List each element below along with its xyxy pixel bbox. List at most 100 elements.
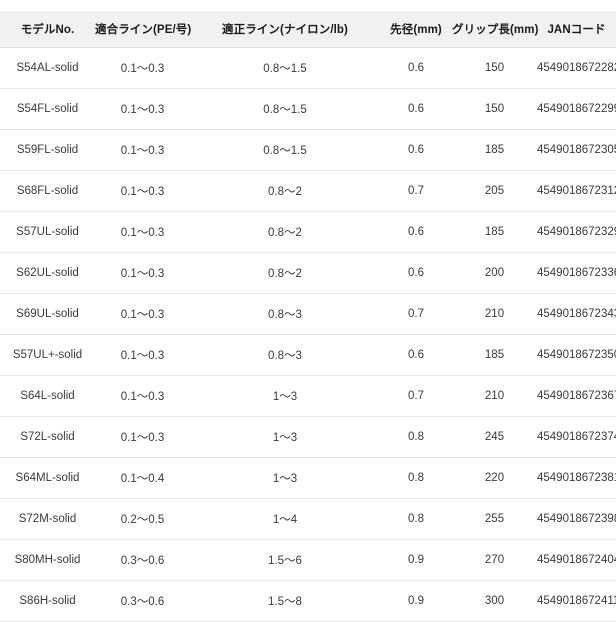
cell-model: S62UL-solid <box>0 252 95 294</box>
cell-pe_line: 0.1〜0.4 <box>95 457 190 499</box>
cell-nylon_line: 0.8〜2 <box>190 252 380 294</box>
cell-tip_diameter: 0.6 <box>380 129 452 171</box>
cell-nylon_line: 1.5〜6 <box>190 539 380 581</box>
cell-pe_line: 0.1〜0.3 <box>95 88 190 130</box>
cell-pe_line: 0.1〜0.3 <box>95 334 190 376</box>
cell-grip_length: 185 <box>452 211 537 253</box>
column-header-pe_line: 適合ライン(PE/号) <box>95 11 191 48</box>
cell-model: S64L-solid <box>0 375 95 417</box>
cell-nylon_line: 1.5〜8 <box>190 580 380 622</box>
table-body: S54AL-solid 0.1〜0.3 0.8〜1.5 0.6 150 454901867… <box>0 47 616 622</box>
cell-model: S59FL-solid <box>0 129 95 171</box>
table-header-row: モデルNo. 適合ライン(PE/号) 適正ライン(ナイロン/lb) 先径(mm) グリッ… <box>0 11 616 48</box>
cell-jan_code: 4549018672312 <box>537 170 616 212</box>
cell-jan_code: 4549018672305 <box>537 129 616 171</box>
cell-grip_length: 150 <box>452 88 537 130</box>
cell-grip_length: 205 <box>452 170 537 212</box>
cell-nylon_line: 0.8〜1.5 <box>190 88 380 130</box>
cell-tip_diameter: 0.6 <box>380 211 452 253</box>
product-spec-table: モデルNo. 適合ライン(PE/号) 適正ライン(ナイロン/lb) 先径(mm) グリッ… <box>0 11 616 622</box>
cell-pe_line: 0.1〜0.3 <box>95 170 190 212</box>
cell-grip_length: 220 <box>452 457 537 499</box>
column-header-tip_diameter: 先径(mm) <box>380 11 452 48</box>
cell-jan_code: 4549018672299 <box>537 88 616 130</box>
table-row: S57UL-solid 0.1〜0.3 0.8〜2 0.6 185 45490186723… <box>0 211 616 253</box>
cell-grip_length: 270 <box>452 539 537 581</box>
cell-model: S68FL-solid <box>0 170 95 212</box>
cell-model: S72L-solid <box>0 416 95 458</box>
cell-nylon_line: 1〜3 <box>190 416 380 458</box>
cell-tip_diameter: 0.7 <box>380 293 452 335</box>
table-row: S59FL-solid 0.1〜0.3 0.8〜1.5 0.6 185 454901867… <box>0 129 616 171</box>
cell-grip_length: 245 <box>452 416 537 458</box>
cell-grip_length: 185 <box>452 334 537 376</box>
cell-model: S86H-solid <box>0 580 95 622</box>
cell-pe_line: 0.1〜0.3 <box>95 252 190 294</box>
cell-jan_code: 4549018672336 <box>537 252 616 294</box>
column-header-jan_code: JANコード <box>537 11 616 48</box>
cell-jan_code: 4549018672343 <box>537 293 616 335</box>
cell-nylon_line: 1〜3 <box>190 457 380 499</box>
cell-pe_line: 0.2〜0.5 <box>95 498 190 540</box>
cell-model: S72M-solid <box>0 498 95 540</box>
cell-jan_code: 4549018672381 <box>537 457 616 499</box>
table-row: S57UL+-solid 0.1〜0.3 0.8〜3 0.6 185 4549018672… <box>0 334 616 376</box>
table-row: S69UL-solid 0.1〜0.3 0.8〜3 0.7 210 45490186723… <box>0 293 616 335</box>
table-row: S54FL-solid 0.1〜0.3 0.8〜1.5 0.6 150 454901867… <box>0 88 616 130</box>
table-row: S80MH-solid 0.3〜0.6 1.5〜6 0.9 270 45490186724… <box>0 539 616 581</box>
column-header-nylon_line: 適正ライン(ナイロン/lb) <box>190 11 380 48</box>
cell-tip_diameter: 0.7 <box>380 375 452 417</box>
cell-nylon_line: 0.8〜2 <box>190 211 380 253</box>
cell-model: S69UL-solid <box>0 293 95 335</box>
cell-model: S80MH-solid <box>0 539 95 581</box>
cell-jan_code: 4549018672282 <box>537 47 616 89</box>
table-row: S72L-solid 0.1〜0.3 1〜3 0.8 245 4549018672374 <box>0 416 616 458</box>
cell-tip_diameter: 0.7 <box>380 170 452 212</box>
cell-jan_code: 4549018672411 <box>537 580 616 622</box>
cell-pe_line: 0.3〜0.6 <box>95 539 190 581</box>
cell-jan_code: 4549018672404 <box>537 539 616 581</box>
table-row: S64ML-solid 0.1〜0.4 1〜3 0.8 220 4549018672381 <box>0 457 616 499</box>
cell-nylon_line: 0.8〜3 <box>190 334 380 376</box>
table-row: S68FL-solid 0.1〜0.3 0.8〜2 0.7 205 45490186723… <box>0 170 616 212</box>
cell-jan_code: 4549018672398 <box>537 498 616 540</box>
cell-tip_diameter: 0.8 <box>380 416 452 458</box>
cell-jan_code: 4549018672374 <box>537 416 616 458</box>
cell-pe_line: 0.1〜0.3 <box>95 416 190 458</box>
cell-grip_length: 185 <box>452 129 537 171</box>
cell-pe_line: 0.3〜0.6 <box>95 580 190 622</box>
cell-jan_code: 4549018672367 <box>537 375 616 417</box>
cell-grip_length: 255 <box>452 498 537 540</box>
cell-grip_length: 200 <box>452 252 537 294</box>
cell-nylon_line: 1〜3 <box>190 375 380 417</box>
cell-tip_diameter: 0.6 <box>380 334 452 376</box>
table-row: S72M-solid 0.2〜0.5 1〜4 0.8 255 4549018672398 <box>0 498 616 540</box>
cell-pe_line: 0.1〜0.3 <box>95 129 190 171</box>
cell-nylon_line: 1〜4 <box>190 498 380 540</box>
table-header: モデルNo. 適合ライン(PE/号) 適正ライン(ナイロン/lb) 先径(mm) グリッ… <box>0 11 616 48</box>
cell-nylon_line: 0.8〜1.5 <box>190 47 380 89</box>
cell-grip_length: 210 <box>452 293 537 335</box>
cell-model: S57UL+-solid <box>0 334 95 376</box>
cell-pe_line: 0.1〜0.3 <box>95 211 190 253</box>
cell-tip_diameter: 0.6 <box>380 47 452 89</box>
cell-tip_diameter: 0.6 <box>380 88 452 130</box>
cell-grip_length: 210 <box>452 375 537 417</box>
cell-model: S54AL-solid <box>0 47 95 89</box>
column-header-model: モデルNo. <box>0 11 95 48</box>
cell-tip_diameter: 0.9 <box>380 539 452 581</box>
table-row: S62UL-solid 0.1〜0.3 0.8〜2 0.6 200 45490186723… <box>0 252 616 294</box>
cell-nylon_line: 0.8〜3 <box>190 293 380 335</box>
cell-nylon_line: 0.8〜1.5 <box>190 129 380 171</box>
cell-pe_line: 0.1〜0.3 <box>95 375 190 417</box>
table-row: S86H-solid 0.3〜0.6 1.5〜8 0.9 300 454901867241… <box>0 580 616 622</box>
cell-jan_code: 4549018672329 <box>537 211 616 253</box>
cell-grip_length: 300 <box>452 580 537 622</box>
cell-pe_line: 0.1〜0.3 <box>95 47 190 89</box>
table-row: S64L-solid 0.1〜0.3 1〜3 0.7 210 4549018672367 <box>0 375 616 417</box>
column-header-grip_length: グリップ長(mm) <box>452 11 538 48</box>
cell-jan_code: 4549018672350 <box>537 334 616 376</box>
cell-tip_diameter: 0.8 <box>380 457 452 499</box>
cell-model: S54FL-solid <box>0 88 95 130</box>
